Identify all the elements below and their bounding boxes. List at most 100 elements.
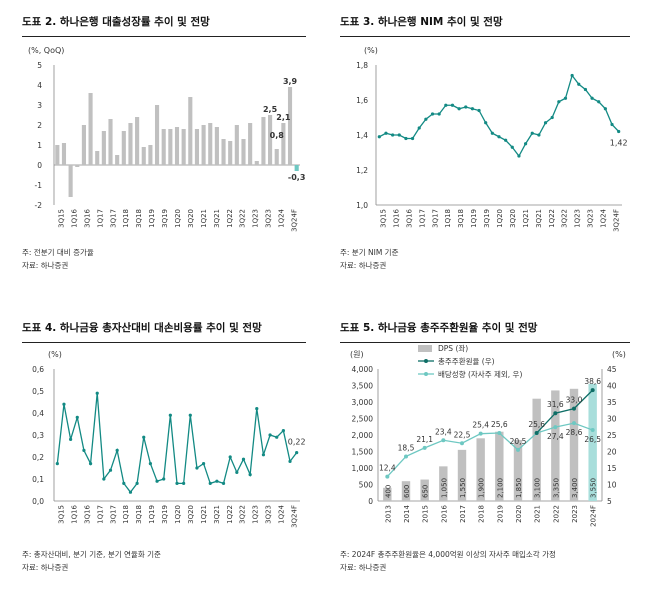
chart-note: 주: 분기 NIM 기준 (340, 248, 399, 257)
right-unit-label: (%) (612, 350, 626, 359)
dps-label: 3,550 (590, 478, 598, 498)
right-tick-label: 30 (607, 415, 617, 424)
x-tick-label: 3Q17 (109, 209, 117, 228)
x-tick-label: 1Q21 (522, 209, 530, 228)
bar (188, 97, 193, 165)
data-point (148, 462, 153, 466)
total-return-line (536, 389, 594, 434)
y-tick-label: 0,6 (32, 365, 44, 374)
data-point (504, 138, 508, 142)
bar (181, 129, 186, 165)
chart-source: 자료: 하나증권 (22, 261, 69, 270)
title-rule (22, 36, 306, 37)
data-point (128, 490, 133, 494)
bar (228, 141, 233, 165)
x-tick-label: 3Q22 (239, 505, 247, 524)
data-point (261, 453, 266, 457)
dps-label: 1,850 (515, 478, 523, 498)
legend-label: DPS (좌) (438, 344, 468, 353)
data-point (550, 115, 554, 120)
payout-point (590, 428, 595, 433)
dps-label: 3,100 (534, 478, 542, 498)
data-point (523, 142, 528, 146)
left-tick-label: 1,500 (352, 448, 374, 457)
x-tick-label: 3Q16 (405, 208, 413, 227)
left-tick-label: 500 (359, 481, 374, 490)
data-point (444, 103, 448, 107)
data-point (510, 145, 514, 149)
data-point (617, 129, 621, 134)
x-tick-label: 1Q23 (252, 505, 260, 524)
x-tick-label: 1Q24 (278, 504, 286, 523)
total-return-label: 38,6 (584, 377, 601, 386)
x-tick-label: 2017 (459, 505, 467, 523)
data-point (175, 481, 179, 485)
unit-label: (%) (48, 350, 62, 359)
bar (88, 93, 93, 165)
bar (108, 119, 113, 165)
data-point (62, 402, 66, 406)
left-tick-label: 0 (368, 497, 373, 506)
chart-source: 자료: 하나증권 (340, 261, 387, 270)
data-point (221, 481, 226, 485)
bar (61, 143, 67, 165)
bar (268, 115, 273, 165)
y-tick-label: 0,2 (32, 453, 44, 462)
payout-label: 25,4 (472, 421, 489, 430)
dps-bar (476, 438, 485, 501)
shareholder-return-chart: (원) (%) 4,000 3,500 3,000 2,500 2,000 1,500 1,00… (350, 344, 626, 527)
title-rule (22, 342, 306, 343)
series-line (379, 74, 620, 158)
left-unit-label: (원) (350, 350, 364, 359)
dps-label: 1,050 (440, 478, 448, 498)
credit-cost-chart: (%) 0,6 0,5 0,4 0,3 0,2 0,1 0,0 0,22 3Q15 1Q16 3Q16… (32, 350, 306, 528)
x-tick-label: 2021 (534, 505, 542, 523)
payout-label: 27,4 (547, 432, 564, 441)
data-point (464, 105, 468, 109)
data-label: 2,5 (263, 105, 278, 114)
bar (55, 145, 60, 165)
data-point (490, 131, 494, 135)
x-tick-label: 3Q22 (239, 209, 247, 228)
x-tick-label: 1Q18 (122, 505, 130, 524)
x-tick-label: 1Q17 (418, 209, 426, 228)
bar (68, 165, 73, 197)
bar (221, 139, 226, 165)
x-tick-label: 1Q24 (278, 208, 286, 227)
x-tick-label: 3Q16 (83, 504, 91, 523)
x-tick-label: 2022 (552, 505, 560, 523)
data-point (135, 481, 139, 485)
bar (261, 117, 266, 165)
y-tick-label: 0,4 (32, 409, 44, 418)
total-return-label: 33,0 (566, 396, 583, 405)
bar (234, 125, 239, 165)
legend-payout-marker (424, 372, 428, 376)
x-tick-label: 2013 (384, 505, 392, 523)
payout-point (572, 421, 576, 426)
bar (148, 145, 153, 165)
bar (194, 129, 200, 165)
x-tick-label: 1Q22 (548, 209, 556, 228)
x-tick-label: 3Q23 (265, 505, 273, 524)
dps-label: 2,100 (496, 478, 504, 498)
x-tick-label: 3Q18 (135, 505, 143, 524)
data-point (397, 133, 401, 137)
payout-label: 20,5 (510, 437, 527, 446)
loan-growth-chart: (%, QoQ) 5 4 3 2 1 0 -1 -2 2,5 0,8 2,1 3,9 -0,3 3Q15 1Q… (28, 46, 305, 232)
data-point (195, 466, 199, 470)
data-point (275, 435, 279, 439)
legend-label: 총주주환원율 (우) (438, 356, 495, 366)
chart-note: 주: 총자산대비, 분기 기준, 분기 연율화 기준 (22, 550, 161, 559)
total-return-label: 25,6 (528, 420, 545, 429)
data-point (577, 82, 581, 86)
data-label: 3,9 (283, 77, 298, 86)
chart-note: 주: 2024F 총주주환원율은 4,000억원 이상의 자사주 매입소각 가정 (340, 550, 556, 559)
payout-point (516, 447, 520, 452)
data-point (543, 121, 548, 125)
data-label: 2,1 (276, 113, 291, 122)
data-point (404, 136, 408, 141)
x-tick-label: 1Q20 (496, 209, 504, 228)
legend-bar-swatch (418, 345, 432, 352)
data-point (603, 107, 607, 111)
dps-bar (532, 398, 541, 501)
